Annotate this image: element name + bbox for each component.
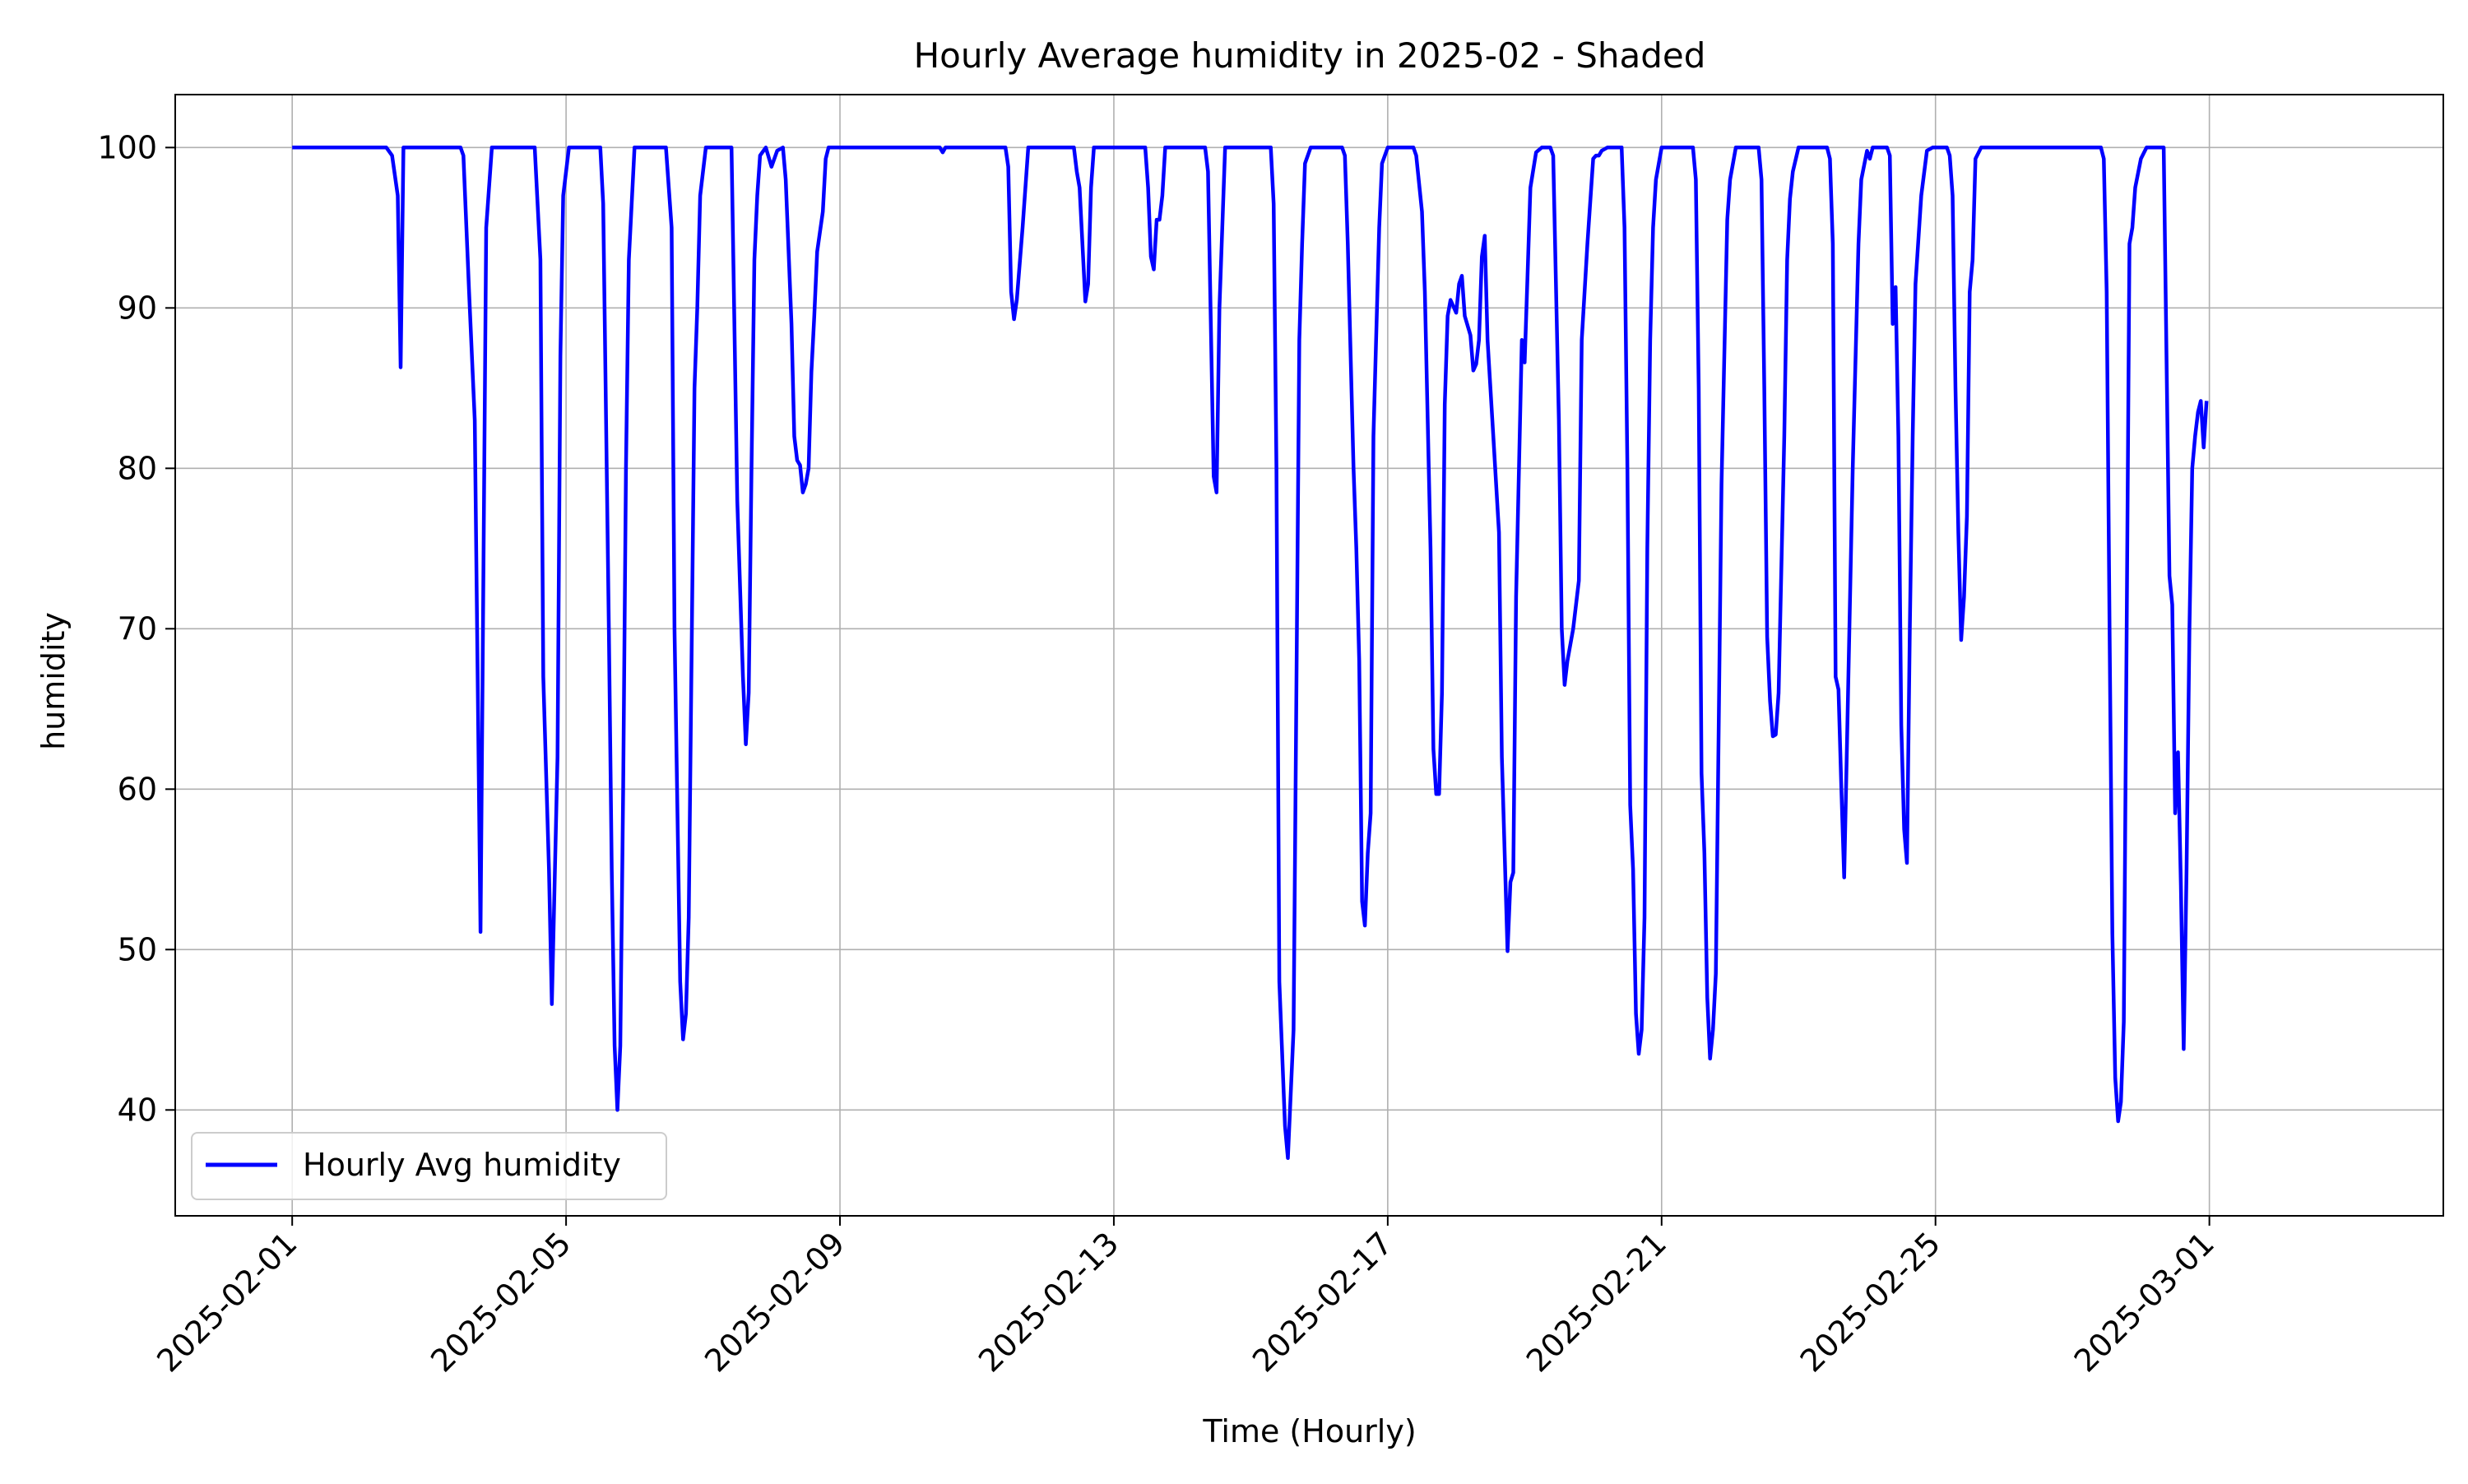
x-tick-label: 2025-02-25: [1793, 1225, 1947, 1379]
x-tick-label: 2025-03-01: [2067, 1225, 2221, 1379]
y-tick-label: 40: [118, 1092, 157, 1128]
chart-title: Hourly Average humidity in 2025-02 - Sha…: [914, 35, 1706, 76]
series-line-hourly-avg-humidity: [292, 146, 2209, 1161]
y-tick-label: 80: [118, 450, 157, 486]
series-layer: [292, 146, 2209, 1161]
y-axis-ticks: 40 50 60 70 80 90 100: [97, 129, 175, 1128]
x-tick-label: 2025-02-05: [424, 1225, 578, 1379]
x-tick-label: 2025-02-21: [1519, 1225, 1673, 1379]
y-tick-label: 60: [118, 771, 157, 807]
y-tick-label: 50: [118, 931, 157, 967]
y-tick-label: 70: [118, 610, 157, 647]
y-tick-label: 100: [97, 129, 157, 165]
legend-label: Hourly Avg humidity: [303, 1147, 621, 1183]
legend: Hourly Avg humidity: [191, 1132, 667, 1200]
y-tick-label: 90: [118, 290, 157, 326]
y-axis-label: humidity: [35, 612, 72, 750]
grid-lines: [175, 95, 2443, 1216]
x-tick-label: 2025-02-13: [972, 1225, 1125, 1379]
x-tick-label: 2025-02-17: [1246, 1225, 1399, 1379]
x-tick-label: 2025-02-09: [698, 1225, 851, 1379]
x-tick-label: 2025-02-01: [150, 1225, 304, 1379]
x-axis-ticks: 2025-02-01 2025-02-05 2025-02-09 2025-02-13…: [150, 1216, 2221, 1380]
legend-box: [191, 1132, 667, 1200]
plot-frame: [174, 94, 2444, 1217]
x-axis-label: Time (Hourly): [1202, 1413, 1416, 1449]
